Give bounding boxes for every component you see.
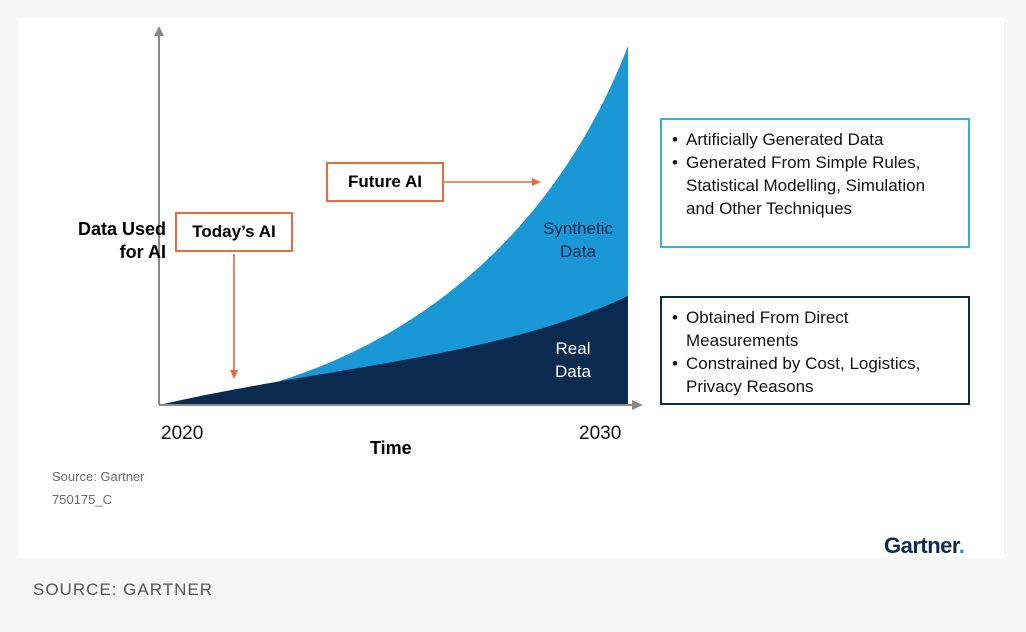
x-axis-arrow-icon xyxy=(632,400,643,410)
y-axis-label-line2: for AI xyxy=(119,242,166,262)
real-data-label: Real Data xyxy=(538,337,608,383)
today-ai-arrow-icon xyxy=(230,370,238,379)
gartner-logo: Gartner. xyxy=(884,533,965,559)
future-ai-callout: Future AI xyxy=(326,162,444,202)
today-ai-callout: Today’s AI xyxy=(175,212,293,252)
gartner-logo-dot: . xyxy=(958,533,965,558)
x-tick-2020: 2020 xyxy=(161,423,204,444)
chart-canvas xyxy=(154,26,643,410)
synthetic-legend-item: Artificially Generated Data xyxy=(672,128,958,151)
y-axis-label: Data Used for AI xyxy=(54,218,166,264)
source-note: Source: Gartner xyxy=(52,469,145,484)
real-legend-item: Constrained by Cost, Logistics, Privacy … xyxy=(672,352,958,398)
synthetic-data-area xyxy=(159,46,628,405)
synthetic-data-label: Synthetic Data xyxy=(528,217,628,263)
gartner-logo-text: Gartner xyxy=(884,533,959,558)
synthetic-legend-item: Generated From Simple Rules, Statistical… xyxy=(672,151,958,220)
x-axis-label: Time xyxy=(370,438,412,458)
footer-source: SOURCE: GARTNER xyxy=(33,580,213,599)
real-data-area xyxy=(159,296,628,405)
y-axis-arrow-icon xyxy=(154,26,164,36)
x-tick-2030: 2030 xyxy=(579,423,622,444)
chart-card: Data Used for AI 2020 2030 Time Today’s … xyxy=(18,18,1004,558)
figure-id: 750175_C xyxy=(52,492,112,507)
real-data-label-line2: Data xyxy=(555,362,591,381)
real-data-legend: Obtained From Direct Measurements Constr… xyxy=(660,296,970,405)
real-data-label-line1: Real xyxy=(555,339,591,358)
synthetic-data-label-line2: Data xyxy=(560,242,596,261)
real-legend-item: Obtained From Direct Measurements xyxy=(672,306,958,352)
future-ai-arrow-icon xyxy=(532,178,541,186)
synthetic-data-label-line1: Synthetic xyxy=(543,219,613,238)
synthetic-data-legend: Artificially Generated Data Generated Fr… xyxy=(660,118,970,248)
y-axis-label-line1: Data Used xyxy=(77,219,166,239)
